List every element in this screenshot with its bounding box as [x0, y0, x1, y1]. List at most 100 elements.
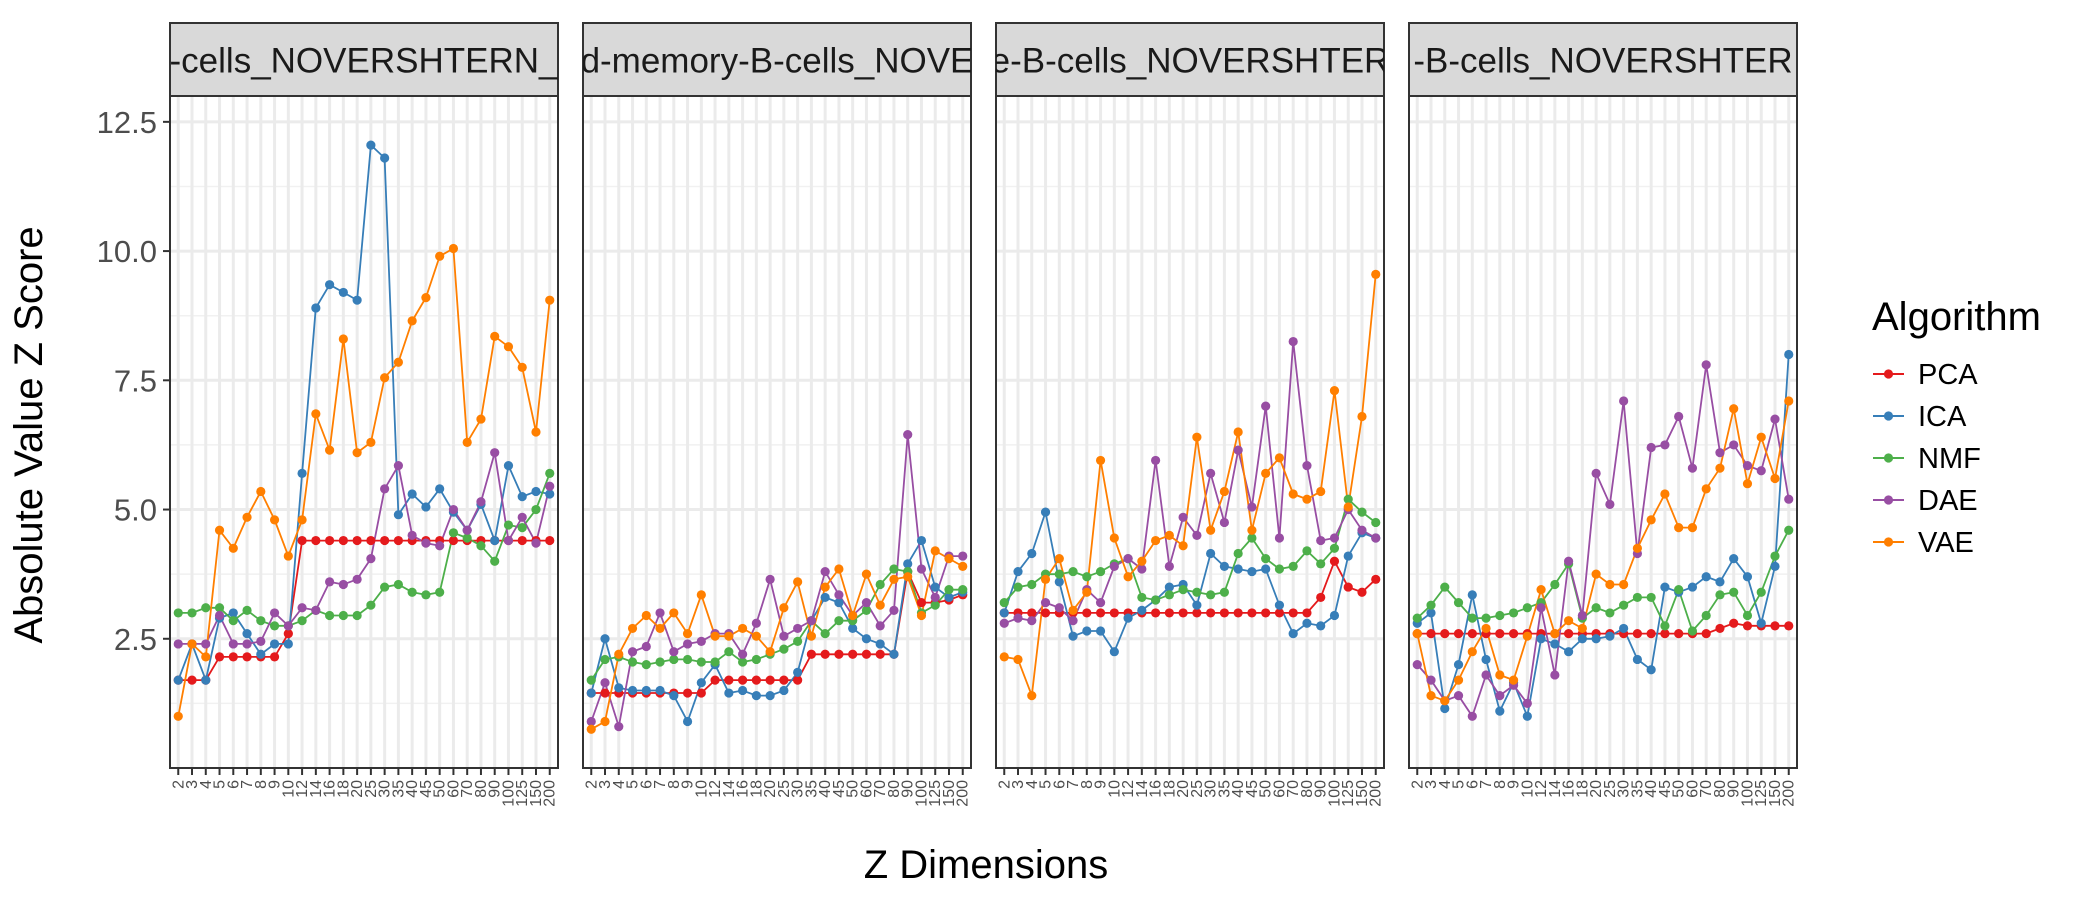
- data-point-pca: [779, 675, 789, 685]
- data-point-pca: [380, 535, 390, 546]
- data-point-ica: [889, 649, 899, 659]
- data-point-vae: [1247, 525, 1257, 535]
- x-tick-label: 9: [267, 780, 284, 789]
- x-tick-label: 4: [611, 780, 628, 789]
- data-point-vae: [462, 437, 472, 447]
- x-tick-label: 10: [1106, 780, 1123, 798]
- x-tick-label: 12: [294, 780, 311, 798]
- data-point-vae: [1095, 455, 1106, 466]
- data-point-ica: [173, 675, 183, 685]
- data-point-ica: [228, 608, 238, 618]
- data-point-pca: [1701, 629, 1711, 639]
- data-point-vae: [1715, 463, 1725, 473]
- data-point-nmf: [696, 657, 706, 667]
- data-point-nmf: [1192, 587, 1202, 597]
- data-point-nmf: [325, 610, 335, 621]
- data-point-dae: [1192, 530, 1202, 540]
- data-point-nmf: [1687, 626, 1698, 636]
- x-tick-label: 3: [1010, 780, 1027, 789]
- data-point-ica: [724, 688, 734, 698]
- data-point-vae: [641, 610, 651, 621]
- data-point-vae: [806, 631, 816, 641]
- x-tick-label: 16: [735, 780, 752, 798]
- y-axis-label: Absolute Value Z Score: [7, 226, 51, 643]
- x-tick-label: 18: [748, 780, 765, 798]
- data-point-vae: [187, 639, 197, 649]
- data-point-dae: [999, 618, 1009, 628]
- data-point-pca: [1440, 629, 1450, 639]
- data-point-dae: [1701, 360, 1711, 370]
- data-point-ica: [517, 492, 527, 502]
- data-point-dae: [1164, 561, 1174, 572]
- data-point-pca: [448, 535, 459, 546]
- y-tick-label: 2.5: [114, 622, 157, 657]
- data-point-nmf: [1261, 554, 1271, 564]
- data-point-nmf: [1316, 559, 1326, 569]
- x-tick-label: 60: [1684, 780, 1701, 798]
- data-point-dae: [1261, 401, 1271, 411]
- data-point-ica: [1316, 621, 1326, 631]
- data-point-pca: [1632, 629, 1642, 639]
- data-point-ica: [1742, 572, 1753, 582]
- data-point-dae: [1219, 517, 1229, 528]
- data-point-vae: [1192, 432, 1202, 442]
- legend: Algorithm PCA ICA NMF DAE VAE: [1872, 295, 2041, 559]
- data-point-dae: [1206, 468, 1216, 478]
- data-point-nmf: [1742, 610, 1753, 621]
- data-point-dae: [1674, 411, 1684, 422]
- data-point-vae: [1619, 579, 1629, 590]
- data-point-vae: [1151, 535, 1161, 546]
- data-point-dae: [1040, 597, 1051, 608]
- data-point-ica: [1687, 582, 1698, 592]
- x-tick-label: 90: [1726, 780, 1743, 798]
- data-point-ica: [1715, 577, 1725, 587]
- data-point-pca: [1233, 608, 1243, 618]
- data-point-dae: [1137, 564, 1147, 574]
- data-point-vae: [1054, 554, 1064, 564]
- data-point-nmf: [214, 603, 225, 613]
- data-point-vae: [820, 582, 830, 592]
- data-point-ica: [1164, 582, 1174, 592]
- data-point-vae: [1522, 631, 1532, 641]
- data-point-nmf: [242, 605, 252, 615]
- x-tick-label: 35: [1216, 780, 1233, 798]
- legend-key-point: [1883, 369, 1894, 379]
- data-point-nmf: [655, 657, 665, 667]
- data-point-dae: [338, 579, 348, 590]
- data-point-pca: [861, 649, 872, 659]
- data-point-ica: [848, 623, 858, 634]
- panel-2: d-memory-B-cells_NOVE2345678910121416182…: [582, 22, 972, 807]
- x-tick-label: 35: [803, 780, 820, 798]
- data-point-nmf: [1770, 551, 1780, 561]
- data-point-nmf: [366, 600, 376, 610]
- data-point-ica: [201, 675, 211, 685]
- data-point-dae: [1316, 535, 1326, 546]
- data-point-vae: [352, 448, 362, 458]
- x-tick-label: 200: [1781, 780, 1798, 807]
- x-tick-label: 150: [1354, 780, 1371, 807]
- data-point-nmf: [1550, 579, 1560, 590]
- x-tick-label: 90: [900, 780, 917, 798]
- data-point-ica: [999, 608, 1009, 618]
- data-point-vae: [1164, 530, 1174, 540]
- data-point-dae: [1481, 670, 1491, 680]
- x-tick-label: 125: [1753, 780, 1770, 807]
- data-point-vae: [916, 610, 927, 621]
- data-point-nmf: [600, 654, 610, 665]
- data-point-vae: [503, 342, 514, 352]
- data-point-ica: [338, 287, 348, 298]
- x-tick-label: 8: [666, 780, 683, 789]
- data-point-dae: [1371, 533, 1381, 543]
- data-point-nmf: [1274, 564, 1285, 574]
- legend-entry-vae: VAE: [1873, 527, 1974, 559]
- data-point-nmf: [1288, 561, 1298, 572]
- data-point-vae: [1453, 675, 1464, 685]
- data-point-ica: [1027, 548, 1037, 559]
- panel-1: -cells_NOVERSHTERN_234567891012141618202…: [169, 22, 559, 807]
- data-point-nmf: [1219, 587, 1229, 597]
- x-tick-label: 25: [1189, 780, 1206, 798]
- data-point-pca: [1302, 608, 1312, 618]
- data-point-vae: [1550, 629, 1560, 639]
- data-point-nmf: [545, 468, 555, 478]
- data-point-pca: [1040, 608, 1051, 618]
